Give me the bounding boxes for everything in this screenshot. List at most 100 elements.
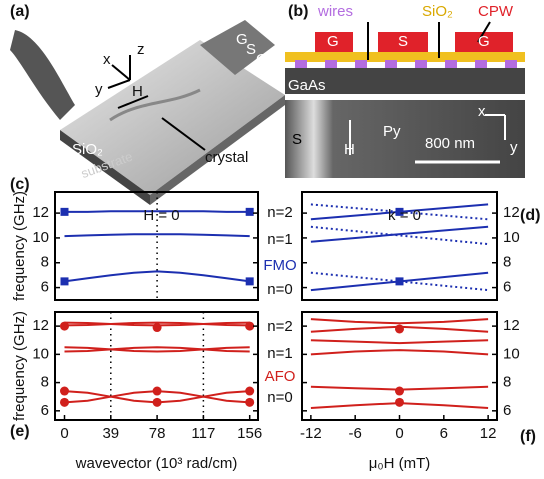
micro-label: x [478, 103, 486, 120]
x-tick-label: 0 [60, 425, 68, 442]
marker [60, 277, 68, 285]
y-tick-label: 10 [503, 229, 520, 246]
wire [475, 60, 487, 68]
marker [245, 387, 254, 396]
marker [246, 208, 254, 216]
oxide-label: SiO₂ [72, 141, 103, 158]
curve [311, 319, 488, 323]
y-tick-label: 6 [41, 402, 49, 419]
curve [311, 340, 488, 343]
panel-label: (e) [10, 423, 30, 440]
electrode-label: G [478, 33, 490, 50]
micrograph [285, 100, 525, 178]
marker [396, 277, 404, 285]
y-tick-label: 6 [503, 402, 511, 419]
y-tick-label: 10 [32, 345, 49, 362]
y-tick-label: 10 [503, 345, 520, 362]
wire [295, 60, 307, 68]
scale-label: 800 nm [425, 135, 475, 152]
electrode-label: G [327, 33, 339, 50]
pad-label: S [246, 41, 256, 58]
electrode-label: S [398, 33, 408, 50]
oxide-layer [285, 52, 525, 62]
y-axis-label: frequency (GHz) [11, 311, 28, 421]
x-axis-label: μ₀H (mT) [369, 455, 431, 472]
wire [325, 60, 337, 68]
marker [246, 277, 254, 285]
marker [60, 398, 69, 407]
probe-left [10, 30, 75, 120]
curve [65, 271, 250, 281]
panel-b: (b) wires SiO₂ CPW G S G GaAs S H Py 800… [285, 3, 525, 178]
y-tick-label: 8 [41, 374, 49, 391]
axis-label: x [103, 51, 111, 68]
figure: (a) x z y H G S G crystal SiO₂ substrate… [0, 0, 544, 479]
marker [153, 387, 162, 396]
annotation: H = 0 [143, 207, 179, 224]
fmo-label: FMO [263, 257, 296, 274]
y-tick-label: 6 [503, 279, 511, 296]
curve [65, 234, 250, 236]
mode-label: n=1 [267, 345, 292, 362]
marker [395, 324, 404, 333]
marker [153, 323, 162, 332]
marker [60, 322, 69, 331]
pad-label: G [256, 51, 268, 68]
x-tick-label: 117 [191, 425, 215, 442]
y-tick-label: 8 [503, 254, 511, 271]
x-tick-label: 0 [395, 425, 403, 442]
panel-label: (c) [10, 176, 30, 193]
marker [153, 398, 162, 407]
x-tick-label: 78 [149, 425, 166, 442]
panel-label: (d) [520, 207, 540, 224]
micro-label: Py [383, 123, 401, 140]
y-axis-label: frequency (GHz) [11, 191, 28, 301]
axis-label: y [95, 81, 103, 98]
curve [311, 350, 488, 354]
marker [395, 398, 404, 407]
y-tick-label: 12 [503, 317, 520, 334]
mode-label: n=2 [267, 204, 292, 221]
oxide-label: SiO₂ [422, 3, 453, 20]
mode-label: n=2 [267, 318, 292, 335]
wire [505, 60, 517, 68]
x-axis-label: wavevector (10³ rad/cm) [75, 455, 238, 472]
wire [355, 60, 367, 68]
x-tick-label: 6 [440, 425, 448, 442]
substrate-label: GaAs [288, 77, 326, 94]
marker [245, 398, 254, 407]
x-tick-label: 156 [237, 425, 262, 442]
marker [245, 322, 254, 331]
micro-label: S [292, 131, 302, 148]
axis-arrow [108, 80, 130, 88]
micro-label: y [510, 139, 518, 156]
marker [395, 387, 404, 396]
x-tick-label: 39 [102, 425, 119, 442]
panel-label: (f) [520, 428, 536, 445]
field-label: H [132, 83, 143, 100]
mode-label: n=1 [267, 231, 292, 248]
micro-label: H [344, 141, 355, 158]
marker [60, 208, 68, 216]
panel-a: (a) x z y H G S G crystal SiO₂ substrate [10, 3, 285, 205]
mode-label: n=0 [267, 281, 292, 298]
x-tick-label: 12 [480, 425, 497, 442]
y-tick-label: 12 [32, 317, 49, 334]
x-tick-label: -6 [349, 425, 362, 442]
annotation: k = 0 [388, 207, 421, 224]
wire [415, 60, 427, 68]
x-tick-label: -12 [300, 425, 322, 442]
wires-label: wires [317, 3, 353, 20]
afo-label: AFO [265, 368, 296, 385]
axis-arrow [112, 65, 130, 80]
wire [445, 60, 457, 68]
axis-label: z [137, 41, 145, 58]
panel-label: (a) [10, 3, 30, 20]
cpw-label: CPW [478, 3, 514, 20]
crystal-label: crystal [205, 149, 248, 166]
y-tick-label: 8 [41, 254, 49, 271]
y-tick-label: 10 [32, 229, 49, 246]
y-tick-label: 12 [32, 204, 49, 221]
marker [60, 387, 69, 396]
y-tick-label: 6 [41, 279, 49, 296]
